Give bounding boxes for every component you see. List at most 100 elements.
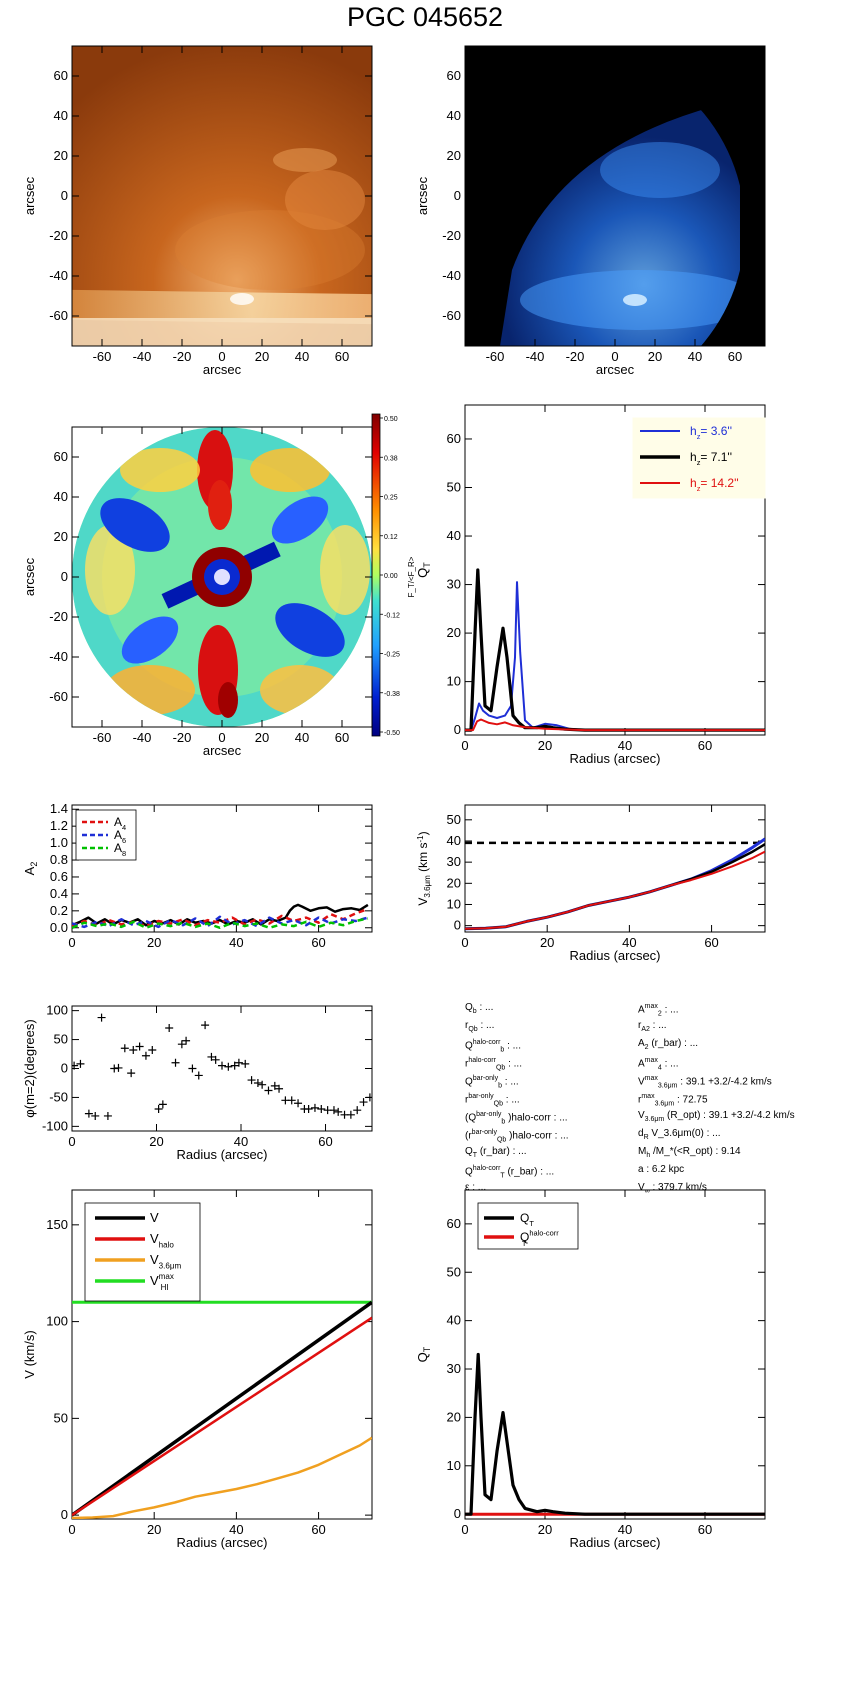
series-line-black xyxy=(72,903,369,927)
x-axis-label: arcsec xyxy=(203,743,242,758)
x-tick-label: 60 xyxy=(311,935,325,950)
data-point xyxy=(84,1109,93,1118)
x-tick-label: 40 xyxy=(234,1134,248,1149)
info-row: ε : ... xyxy=(465,1182,487,1193)
x-tick-label: 0 xyxy=(218,730,225,745)
y-tick-label: 0.4 xyxy=(50,886,68,901)
series-line-black xyxy=(465,1352,765,1516)
x-tick-label: 20 xyxy=(255,349,269,364)
data-point xyxy=(247,1076,256,1085)
y-tick-label: -40 xyxy=(49,649,68,664)
plot-rotation-3-6um: 0 20 40 60 0 10 20 30 40 50 Radius (arcsec) V3.6μm … xyxy=(416,804,766,963)
x-tick-label: 60 xyxy=(698,738,712,753)
data-point xyxy=(127,1069,136,1078)
y-axis-label: arcsec xyxy=(415,176,430,215)
legend-label: hz= 7.1'' xyxy=(690,450,732,467)
colorbar-tick-label: 0.00 xyxy=(384,573,398,580)
data-point xyxy=(182,1036,191,1045)
y-tick-label: 0 xyxy=(454,918,461,933)
data-point xyxy=(287,1096,296,1105)
galaxy-image-orange xyxy=(71,45,373,347)
info-row: Amax4 : ... xyxy=(638,1057,679,1072)
data-point xyxy=(241,1059,250,1068)
y-tick-label: 50 xyxy=(54,1032,68,1047)
x-axis-label: arcsec xyxy=(203,362,242,377)
data-point xyxy=(188,1064,197,1073)
info-row: rbar-onlyQb : ... xyxy=(465,1093,520,1108)
data-point xyxy=(353,1106,362,1115)
info-row: V∞ : 379.7 km/s xyxy=(638,1182,707,1196)
y-tick-label: 0.6 xyxy=(50,869,68,884)
y-tick-label: 60 xyxy=(447,1216,461,1231)
data-point xyxy=(253,1078,262,1087)
data-point xyxy=(234,1058,243,1067)
y-tick-label: 50 xyxy=(447,1264,461,1279)
y-tick-label: 40 xyxy=(447,528,461,543)
y-tick-label: 50 xyxy=(447,480,461,495)
axes-frame xyxy=(464,1189,766,1520)
info-row: (rbar-onlyQb )halo-corr : ... xyxy=(465,1129,569,1144)
info-row: QT (r_bar) : ... xyxy=(465,1146,527,1160)
x-tick-label: 20 xyxy=(648,349,662,364)
y-tick-label: 0.0 xyxy=(50,920,68,935)
x-tick-label: 0 xyxy=(461,1522,468,1537)
data-point xyxy=(194,1071,203,1080)
x-tick-label: -20 xyxy=(173,349,192,364)
colorbar-tick-label: 0.38 xyxy=(384,455,398,462)
x-tick-label: 20 xyxy=(540,935,554,950)
x-tick-label: 20 xyxy=(538,1522,552,1537)
y-tick-label: 50 xyxy=(447,812,461,827)
x-tick-label: -60 xyxy=(93,349,112,364)
x-tick-label: 0 xyxy=(218,349,225,364)
y-tick-label: 40 xyxy=(54,108,68,123)
y-tick-label: 1.0 xyxy=(50,835,68,850)
data-point xyxy=(154,1105,163,1114)
y-tick-label: 1.2 xyxy=(50,818,68,833)
data-point xyxy=(230,1061,239,1070)
x-tick-label: 0 xyxy=(461,935,468,950)
data-point xyxy=(148,1045,157,1054)
x-axis-label: Radius (arcsec) xyxy=(176,1147,267,1162)
info-row: A2 (r_bar) : ... xyxy=(638,1038,699,1052)
data-point xyxy=(158,1100,167,1109)
data-point xyxy=(224,1062,233,1071)
y-tick-label: 20 xyxy=(447,1409,461,1424)
x-axis-label: Radius (arcsec) xyxy=(569,948,660,963)
y-tick-label: 40 xyxy=(447,108,461,123)
y-tick-label: 0 xyxy=(61,1507,68,1522)
axes-frame xyxy=(464,804,766,933)
colorbar-tick-label: 0.12 xyxy=(384,534,398,541)
x-tick-label: 0 xyxy=(461,738,468,753)
info-row: Mh /M_*(<R_opt) : 9.14 xyxy=(638,1146,741,1160)
info-row: rhalo-corrQb : ... xyxy=(465,1057,522,1072)
plot-qt-vs-radius: 0 20 40 60 0 10 20 30 40 50 60 Radius (arcsec) QT hz=… xyxy=(415,404,766,766)
data-point xyxy=(304,1105,313,1114)
axes-force-map: -60 -40 -20 0 20 40 60 -60 -40 -20 0 20 40 60 arcsec ar… xyxy=(22,426,373,758)
series-line-green xyxy=(72,917,369,930)
x-axis-label: Radius (arcsec) xyxy=(569,1535,660,1550)
y-tick-label: 50 xyxy=(54,1410,68,1425)
x-tick-label: 60 xyxy=(728,349,742,364)
data-point xyxy=(346,1110,355,1119)
x-tick-label: -40 xyxy=(133,730,152,745)
info-row: Qhalo-corrT (r_bar) : ... xyxy=(465,1165,555,1180)
y-tick-label: 20 xyxy=(447,875,461,890)
x-tick-label: 20 xyxy=(149,1134,163,1149)
series-line-red xyxy=(72,1316,372,1517)
x-tick-label: 60 xyxy=(704,935,718,950)
data-point xyxy=(141,1051,150,1060)
info-row: V3.6μm (R_opt) : 39.1 +3.2/-4.2 km/s xyxy=(638,1110,795,1124)
data-point xyxy=(91,1111,100,1120)
data-point xyxy=(310,1103,319,1112)
data-point xyxy=(365,1093,372,1102)
x-tick-label: 0 xyxy=(68,1134,75,1149)
y-axis-label: A2 xyxy=(22,862,39,876)
y-tick-label: 60 xyxy=(447,431,461,446)
colorbar-tick-label: -0.25 xyxy=(384,652,400,659)
x-tick-label: 40 xyxy=(618,1522,632,1537)
y-tick-label: 40 xyxy=(447,1313,461,1328)
